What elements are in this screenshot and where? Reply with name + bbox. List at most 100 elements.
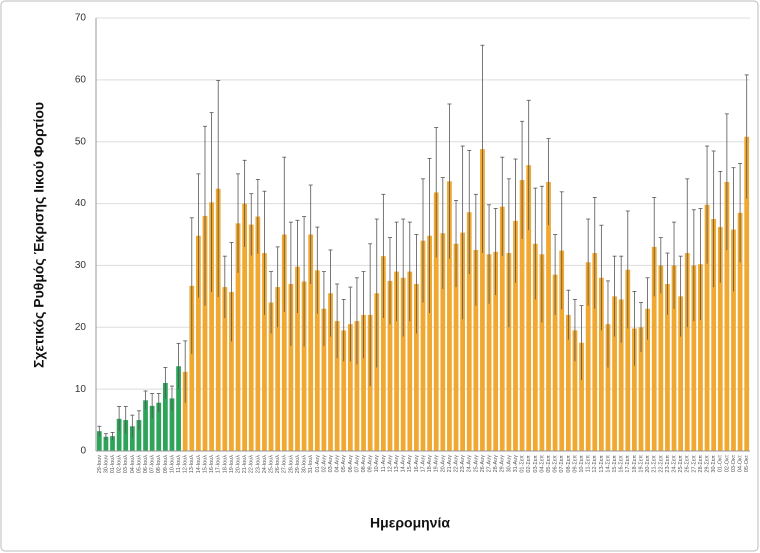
bar [447,181,452,451]
bar [361,314,366,451]
x-tick-label: 05-Ιουλ [136,455,142,474]
bar [288,283,294,451]
y-tick-label: 20 [75,322,87,333]
y-tick-label: 50 [75,136,87,147]
bar [671,265,677,451]
x-tick-label: 16-Ιουλ [209,455,215,474]
x-tick-label: 27-Σεπ [691,455,697,473]
x-tick-label: 24-Αυγ [467,455,473,473]
x-tick-label: 14-Αυγ [401,455,407,473]
x-tick-label: 24-Σεπ [671,455,677,473]
x-tick-label: 12-Ιουλ [183,455,189,474]
bar [196,235,201,451]
x-tick-label: 01-Οκτ [718,454,724,472]
x-tick-label: 08-Σεπ [566,455,572,473]
bar [592,253,598,451]
x-tick-label: 08-Ιουλ [156,455,162,474]
x-tick-label: 06-Αυγ [348,455,354,473]
bar [123,420,129,451]
x-tick-label: 15-Αυγ [407,455,413,473]
y-tick-label: 40 [75,198,87,209]
bar [480,149,485,451]
bar [407,271,413,451]
bar [262,253,267,451]
x-tick-label: 13-Αυγ [394,455,400,473]
x-tick-label: 10-Σεπ [579,455,585,473]
bar [394,271,399,451]
bar [440,233,446,451]
x-tick-label: 02-Αυγ [321,455,327,473]
x-tick-label: 09-Αυγ [368,455,374,473]
bar [473,249,479,451]
x-tick-label: 13-Ιουλ [189,455,195,474]
bar [129,426,135,451]
x-tick-label: 28-Σεπ [698,455,704,473]
x-tick-label: 20-Σεπ [645,455,651,473]
x-tick-label: 27-Αυγ [487,455,493,473]
bar [618,299,624,451]
x-tick-label: 04-Αυγ [335,455,341,473]
x-tick-label: 24-Ιουλ [262,455,268,474]
bar [658,265,664,451]
bar [499,206,505,451]
x-tick-label: 26-Σεπ [685,455,691,473]
bar [684,253,690,451]
bar [632,328,637,451]
x-tick-label: 03-Αυγ [328,455,334,473]
x-tick-label: 09-Ιουλ [163,455,169,474]
bar [651,246,657,451]
x-tick-label: 02-Ιουλ [117,455,123,474]
bar [321,308,327,451]
bar [255,216,261,451]
bar [519,180,525,451]
x-tick-label: 17-Ιουλ [216,455,222,474]
x-tick-label: 22-Σεπ [658,455,664,473]
bar [380,256,386,451]
bar [585,262,591,451]
x-tick-label: 25-Σεπ [678,455,684,473]
bar [341,330,347,451]
bar [189,285,195,451]
x-tick-label: 17-Σεπ [625,455,631,473]
bar [149,405,155,451]
bar [711,219,717,451]
bar [460,232,466,451]
y-tick-label: 60 [75,74,87,85]
x-tick-label: 15-Σεπ [612,455,618,473]
x-tick-label: 25-Αυγ [473,455,479,473]
x-tick-label: 26-Ιουλ [275,455,281,474]
x-tick-label: 04-Οκτ [738,454,744,472]
bar [579,342,584,451]
bar [354,321,360,451]
x-tick-label: 30-Αυγ [506,455,512,473]
y-tick-label: 10 [75,384,87,395]
bar [229,292,234,451]
x-tick-label: 12-Σεπ [592,455,598,473]
bar [598,277,604,451]
x-tick-label: 04-Σεπ [539,455,545,473]
x-tick-label: 04-Ιουλ [130,455,136,474]
x-tick-label: 16-Αυγ [414,455,420,473]
x-tick-label: 29-Αυγ [500,455,506,473]
bar [314,270,320,451]
x-tick-label: 10-Αυγ [374,455,380,473]
x-tick-label: 05-Αυγ [341,455,347,473]
bar [275,287,281,451]
bar [215,188,221,451]
bar [414,283,419,451]
x-tick-label: 18-Σεπ [632,455,638,473]
x-tick-label: 10-Ιουλ [169,455,175,474]
x-tick-label: 05-Σεπ [546,455,552,473]
x-tick-label: 30-Ιουλ [302,455,308,474]
x-tick-label: 28-Αυγ [493,455,499,473]
x-tick-label: 14-Σεπ [605,455,611,473]
y-tick-label: 30 [75,260,87,271]
bar [182,371,188,451]
bar [222,287,228,451]
bar [698,264,703,451]
x-tick-label: 31-Ιουλ [308,455,314,474]
x-tick-label: 11-Ιουλ [176,455,182,473]
bar [572,330,578,451]
bar [645,308,650,451]
x-tick-label: 16-Σεπ [619,455,625,473]
